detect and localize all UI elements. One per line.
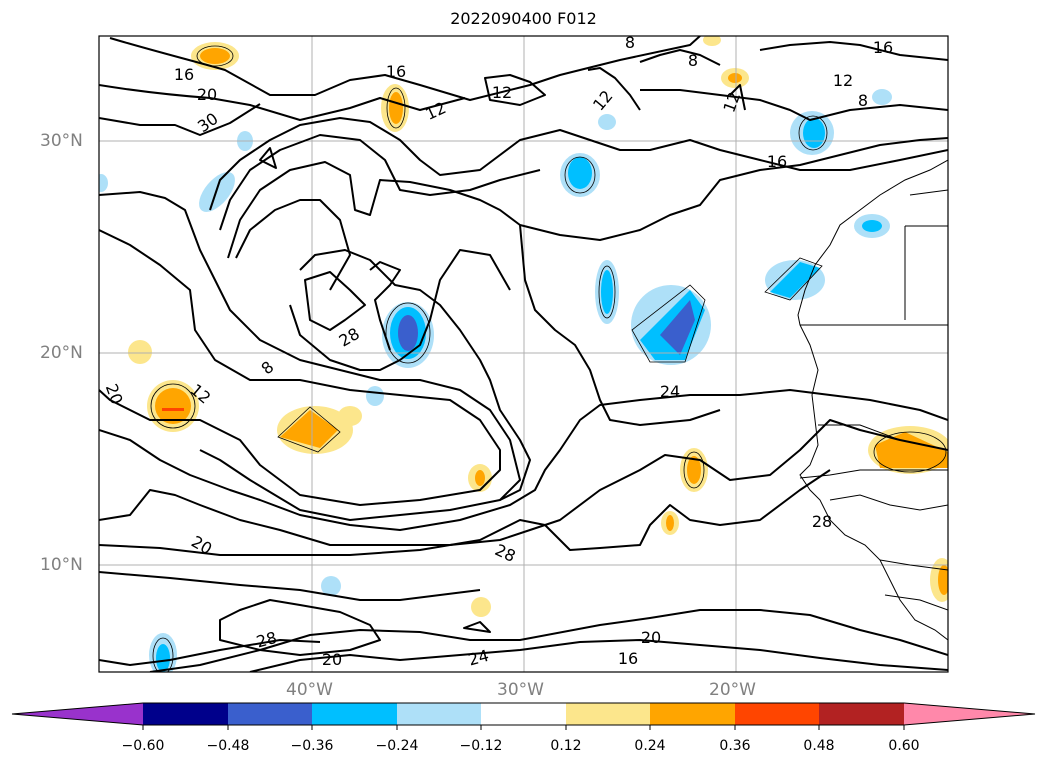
lat-label-20n: 20°N xyxy=(40,343,83,363)
contour-label: 20 xyxy=(197,85,217,104)
colorbar-tick: 0.48 xyxy=(803,738,835,754)
contour-label: 8 xyxy=(688,51,698,70)
contour-label: 12 xyxy=(422,98,448,124)
positive-shading xyxy=(128,36,948,617)
colorbar xyxy=(11,702,1036,730)
contour-label: 20 xyxy=(641,628,661,647)
colorbar-tick: 0.24 xyxy=(634,738,666,754)
map-title: 2022090400 F012 xyxy=(450,9,597,28)
contour-label: 16 xyxy=(174,65,194,84)
contour-label: 8 xyxy=(625,33,635,52)
colorbar-tick: −0.24 xyxy=(375,738,419,754)
map-frame xyxy=(98,35,949,673)
contour-label: 28 xyxy=(254,628,279,652)
lon-label-40w: 40°W xyxy=(286,680,333,700)
colorbar-tick: 0.36 xyxy=(719,738,751,754)
colorbar-tick: −0.12 xyxy=(459,738,503,754)
contour-label: 30 xyxy=(194,109,222,136)
colorbar-extend-low xyxy=(12,703,143,725)
contour-label: 16 xyxy=(767,152,787,171)
contour-label: 12 xyxy=(719,89,744,115)
colorbar-tick: −0.48 xyxy=(206,738,250,754)
colorbar-tick: −0.60 xyxy=(121,738,165,754)
lon-label-20w: 20°W xyxy=(709,680,756,700)
contour-label-layer: 16 20 30 16 12 12 8 8 16 12 12 8 12 16 2… xyxy=(102,33,893,669)
contour-label: 8 xyxy=(257,357,277,378)
contour-lines xyxy=(99,36,948,672)
colorbar-tick: 0.12 xyxy=(550,738,582,754)
contour-label: 20 xyxy=(322,650,342,669)
thin-contours xyxy=(150,45,947,672)
contour-label: 12 xyxy=(492,83,512,102)
negative-shading xyxy=(99,89,892,672)
contour-label: 16 xyxy=(386,62,406,81)
colorbar-extend-high xyxy=(904,703,1035,725)
contour-label: 16 xyxy=(873,38,893,57)
lon-label-30w: 30°W xyxy=(497,680,544,700)
lat-label-10n: 10°N xyxy=(40,555,83,575)
gridlines xyxy=(99,36,948,672)
colorbar-tick: −0.36 xyxy=(290,738,334,754)
contour-label: 24 xyxy=(466,646,491,670)
lat-label-30n: 30°N xyxy=(40,131,83,151)
map-plot-area xyxy=(99,36,948,672)
contour-label: 8 xyxy=(858,91,868,110)
contour-label: 12 xyxy=(833,71,853,90)
contour-label: 28 xyxy=(492,540,518,566)
colorbar-tick: 0.60 xyxy=(888,738,920,754)
contour-label: 28 xyxy=(336,324,363,351)
coastline xyxy=(797,159,948,641)
contour-label: 24 xyxy=(660,382,680,401)
contour-label: 20 xyxy=(102,381,127,407)
contour-label: 28 xyxy=(812,512,832,531)
contour-label: 12 xyxy=(589,87,617,115)
contour-label: 16 xyxy=(618,649,638,668)
